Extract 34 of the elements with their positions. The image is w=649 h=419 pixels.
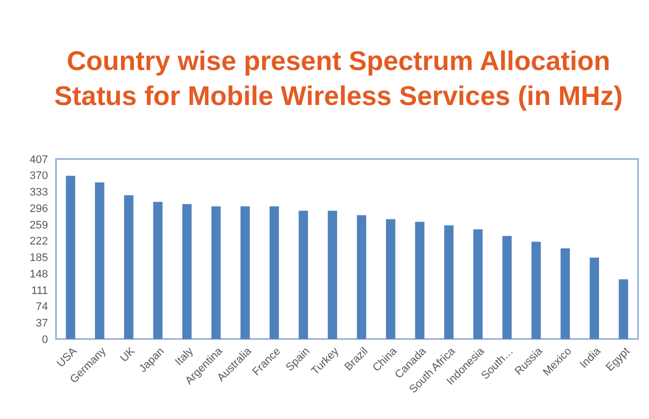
y-tick-label: 185 [30,252,48,264]
y-tick-label: 37 [36,317,48,330]
x-tick-label: UK [118,344,138,365]
y-tick-label: 370 [30,170,48,182]
chart-title: Country wise present Spectrum Allocation Status for Mobile Wireless Services (in MHz) [54,46,623,111]
y-tick-label: 111 [31,284,48,297]
bar [124,195,134,339]
y-tick-label: 0 [42,334,48,346]
y-tick-label: 222 [30,236,48,248]
y-tick-label: 148 [30,268,48,280]
bar [328,210,338,339]
y-tick-label: 407 [30,154,48,166]
bar [444,225,454,339]
bar [473,229,483,339]
y-tick-label: 74 [36,301,48,314]
bar [240,206,250,339]
bar [618,279,628,339]
bar [298,210,308,339]
bar [356,215,366,339]
y-tick-label: 259 [30,219,48,232]
bar [386,219,396,339]
y-tick-label: 296 [30,202,48,215]
bar [502,236,512,339]
bar [182,204,192,339]
bar [590,258,600,339]
y-tick-label: 333 [30,186,48,199]
bar [531,242,541,339]
bar [211,206,221,339]
bar [270,206,279,339]
bar [153,202,163,339]
bar [560,248,570,339]
bar [415,222,424,339]
bar [94,182,104,339]
bar [66,176,76,339]
